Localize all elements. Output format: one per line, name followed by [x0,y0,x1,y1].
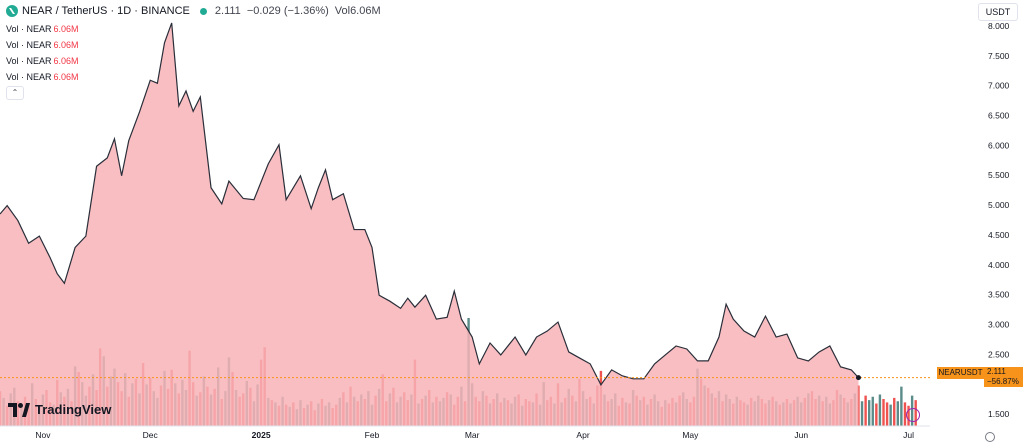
last-value: 2.111 [214,5,241,17]
y-tick-label: 3.500 [988,290,1010,300]
x-tick-label: Nov [35,430,51,440]
chevron-up-icon: ⌃ [11,88,19,97]
indicator-value: 6.06M [53,24,79,34]
x-tick-label: Mar [465,430,480,440]
vol-label: Vol [334,5,351,17]
y-tick-label: 4.500 [988,230,1010,240]
volume-bar [864,395,867,427]
y-tick-label: 4.000 [988,260,1010,270]
x-tick-label: Feb [365,430,380,440]
volume-bar [882,399,885,426]
y-tick-label: 2.500 [988,349,1010,359]
volume-bar [871,396,874,426]
change-value: −0.029 (−1.36%) [246,5,329,17]
settings-gear-icon[interactable] [985,432,995,442]
x-tick-label: Jun [794,430,808,440]
indicator-label: Vol · NEAR [6,40,52,50]
collapse-indicators-button[interactable]: ⌃ [6,86,24,100]
y-tick-label: 7.500 [988,51,1010,61]
price-line [0,22,859,386]
y-axis: 1.5002.0002.5003.0003.5004.0004.5005.000… [988,21,1010,419]
indicator-label: Vol · NEAR [6,24,52,34]
indicator-value: 6.06M [53,72,79,82]
tradingview-logo[interactable]: TradingView [8,402,111,417]
last-price-dot [855,375,861,381]
market-status-icon [199,7,207,15]
symbol-title[interactable]: NEAR / TetherUS · 1D · BINANCE [22,5,190,17]
price-area-fill [0,22,859,427]
indicator-value: 6.06M [53,56,79,66]
indicator-row[interactable]: Vol · NEAR 6.06M [6,72,79,82]
indicator-label: Vol · NEAR [6,72,52,82]
volume-bar [867,400,871,426]
last-price-value: 2.111 [987,367,1006,376]
symbol-price-tag: NEARUSDT [937,367,984,379]
y-tick-label: 1.500 [988,409,1010,419]
volume-bar [903,402,907,427]
near-logo-icon [6,5,18,17]
last-price-tag: 2.111 −56.87% [984,367,1023,387]
chart-header: NEAR / TetherUS · 1D · BINANCE 2.111 −0.… [6,4,381,18]
y-tick-label: 8.000 [988,21,1010,31]
y-tick-label: 6.500 [988,110,1010,120]
x-tick-label: Dec [143,430,159,440]
x-tick-label: Apr [576,430,589,440]
indicator-label: Vol · NEAR [6,56,52,66]
vol-value: 6.06M [350,5,381,17]
tradingview-wordmark: TradingView [35,402,112,417]
x-tick-label: 2025 [252,430,271,440]
x-tick-label: May [682,430,699,440]
last-price-change: −56.87% [987,377,1019,386]
tradingview-icon [8,402,30,417]
y-tick-label: 5.000 [988,200,1010,210]
volume-bar [896,401,900,426]
indicator-row[interactable]: Vol · NEAR 6.06M [6,56,79,66]
volume-bar [893,397,896,427]
volume-bar [875,403,878,426]
y-tick-label: 7.000 [988,81,1010,91]
volume-bar [889,404,892,427]
x-axis: Nov Dec 2025 Feb Mar Apr May Jun Jul [35,430,914,440]
y-tick-label: 5.500 [988,170,1010,180]
magic-icon[interactable] [906,408,920,422]
volume-bar [900,386,903,427]
x-tick-label: Jul [903,430,914,440]
y-tick-label: 6.000 [988,140,1010,150]
volume-bar [878,394,882,426]
y-tick-label: 3.000 [988,319,1010,329]
volume-bar [860,401,864,426]
volume-bar [885,402,889,427]
indicator-row[interactable]: Vol · NEAR 6.06M [6,40,79,50]
indicator-row[interactable]: Vol · NEAR 6.06M [6,24,79,34]
indicator-value: 6.06M [53,40,79,50]
currency-button[interactable]: USDT [978,3,1018,21]
